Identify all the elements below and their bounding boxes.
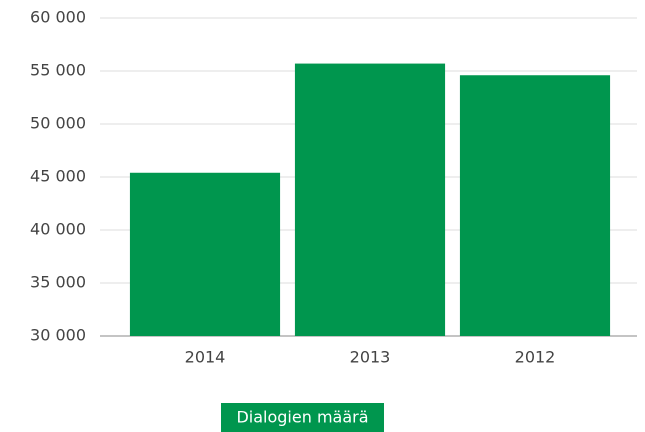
bar — [294, 63, 446, 337]
y-tick-label: 55 000 — [30, 61, 86, 80]
x-tick-label: 2012 — [515, 348, 556, 367]
y-tick-label: 60 000 — [30, 8, 86, 27]
legend-label: Dialogien määrä — [236, 408, 368, 427]
y-tick-label: 30 000 — [30, 326, 86, 345]
y-tick-label: 35 000 — [30, 273, 86, 292]
x-tick-label: 2014 — [185, 348, 226, 367]
bar — [459, 75, 611, 337]
bar — [129, 172, 281, 336]
y-tick-label: 50 000 — [30, 114, 86, 133]
y-tick-label: 40 000 — [30, 220, 86, 239]
legend-swatch — [221, 403, 384, 432]
y-tick-label: 45 000 — [30, 167, 86, 186]
x-tick-label: 2013 — [350, 348, 391, 367]
